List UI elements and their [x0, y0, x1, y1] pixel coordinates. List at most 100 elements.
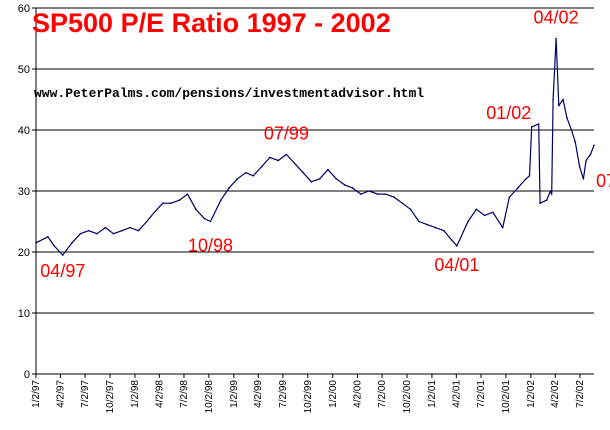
x-tick-label: 10/2/00	[402, 380, 413, 414]
data-point	[525, 178, 527, 180]
data-point	[578, 165, 581, 168]
annotation-label: 07/99	[264, 123, 309, 143]
data-point	[566, 117, 568, 119]
gridlines	[36, 7, 594, 314]
data-point	[574, 141, 577, 143]
x-tick-label: 7/2/02	[575, 380, 586, 408]
data-point	[62, 254, 64, 256]
annotation-label: 04/01	[434, 255, 479, 275]
data-point	[409, 208, 412, 211]
x-tick-label: 10/2/01	[501, 380, 512, 414]
data-point	[129, 226, 131, 229]
data-point	[302, 171, 305, 174]
x-tick-label: 1/2/97	[31, 380, 42, 408]
data-point	[186, 193, 189, 195]
data-point	[384, 193, 387, 195]
x-tick-label: 1/2/02	[526, 380, 537, 408]
x-tick-label: 7/2/98	[179, 380, 190, 408]
x-tick-label: 1/2/01	[427, 380, 438, 408]
data-point	[555, 37, 557, 40]
y-tick-label: 20	[18, 247, 30, 259]
x-tick-label: 4/2/98	[154, 380, 165, 408]
y-axis: 0 10 20 30 40 50 60	[18, 3, 37, 381]
data-point	[593, 144, 595, 147]
data-point	[450, 239, 453, 241]
data-point	[426, 223, 428, 226]
data-point	[475, 208, 478, 211]
x-tick-label: 7/2/97	[80, 380, 91, 408]
annotation-label: 01/02	[486, 103, 531, 123]
data-point	[492, 211, 494, 214]
data-point	[112, 232, 115, 235]
data-point	[360, 193, 362, 195]
data-point	[537, 123, 540, 125]
data-point	[162, 202, 164, 204]
data-point	[35, 242, 37, 244]
chart-subtitle-url: www.PeterPalms.com/pensions/investmentad…	[34, 86, 424, 101]
x-tick-label: 4/2/99	[253, 380, 264, 408]
annotation-label: 04/02	[534, 8, 579, 28]
data-point	[343, 184, 346, 186]
data-point	[508, 196, 511, 198]
data-point	[443, 229, 445, 232]
data-point	[137, 229, 140, 232]
data-point	[570, 129, 573, 131]
annotation-label: 04/97	[40, 261, 85, 281]
data-point	[79, 232, 82, 235]
data-point	[121, 229, 123, 232]
data-point	[236, 178, 239, 180]
x-tick-label: 1/2/00	[328, 380, 339, 408]
y-tick-label: 50	[18, 64, 30, 76]
data-point	[178, 199, 181, 201]
data-point	[582, 178, 585, 180]
data-point	[517, 187, 519, 189]
chart-title: SP500 P/E Ratio 1997 - 2002	[32, 8, 391, 38]
data-point	[368, 190, 370, 192]
series-line-0	[35, 37, 595, 256]
data-point	[318, 178, 321, 180]
x-tick-label: 4/2/97	[55, 380, 66, 408]
data-point	[545, 199, 548, 201]
data-point	[71, 242, 73, 244]
annotations: 04/97 10/98 07/99 04/01 01/02 04/02 07/02	[40, 8, 610, 282]
data-point	[195, 208, 197, 211]
y-tick-label: 40	[18, 125, 30, 137]
annotation-label: 07/02	[596, 171, 610, 191]
annotation-label: 10/98	[188, 236, 233, 256]
y-tick-label: 60	[18, 3, 30, 15]
data-point	[47, 235, 49, 238]
data-point	[220, 199, 222, 201]
x-axis: 1/2/97 4/2/97 7/2/97 10/2/97 1/2/98 4/2/98 7/2…	[31, 373, 594, 414]
data-point	[244, 171, 247, 174]
x-tick-label: 4/2/00	[352, 380, 363, 408]
data-point	[260, 165, 263, 168]
data-point	[418, 220, 420, 223]
data-point	[228, 187, 230, 189]
x-tick-label: 7/2/01	[476, 380, 487, 408]
data-point	[269, 156, 271, 159]
data-point	[434, 226, 437, 229]
series-group	[35, 37, 595, 256]
data-point	[294, 162, 296, 165]
data-point	[467, 220, 469, 223]
data-point	[528, 174, 531, 177]
x-tick-label: 7/2/99	[278, 380, 289, 408]
data-point	[483, 214, 486, 217]
data-point	[552, 98, 554, 101]
x-tick-label: 1/2/98	[130, 380, 141, 408]
data-point	[104, 226, 107, 229]
data-point	[285, 153, 288, 156]
data-point	[87, 229, 90, 232]
data-point	[589, 153, 592, 156]
x-tick-label: 4/2/01	[451, 380, 462, 408]
x-tick-label: 10/2/98	[204, 380, 215, 414]
data-point	[351, 187, 354, 189]
y-tick-label: 30	[18, 186, 30, 198]
x-tick-label: 10/2/97	[105, 380, 116, 414]
data-point	[209, 220, 212, 223]
data-point	[549, 190, 552, 192]
data-point	[252, 174, 255, 177]
data-point	[335, 178, 338, 180]
data-point	[96, 232, 98, 235]
